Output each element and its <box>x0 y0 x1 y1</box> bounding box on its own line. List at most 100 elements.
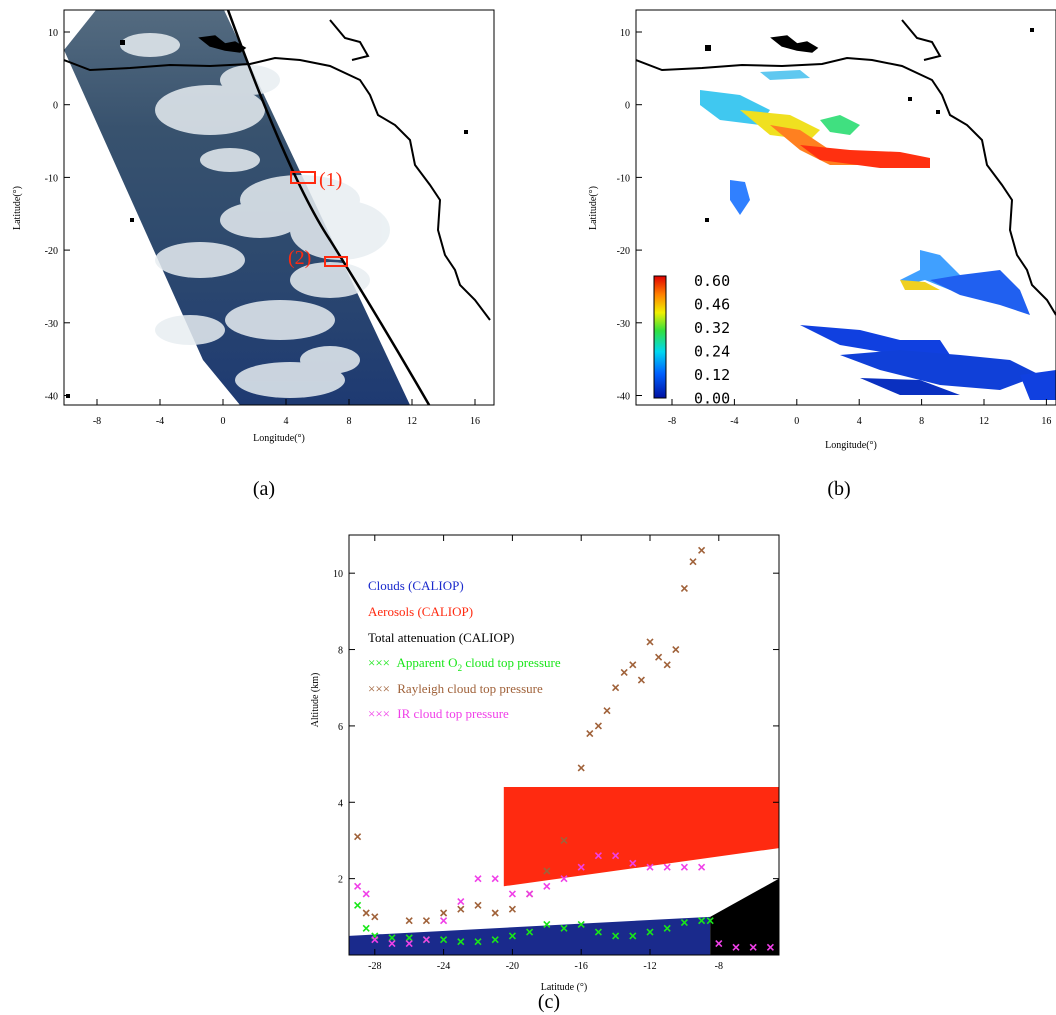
point-ir-cloud-top-pressure <box>698 863 706 871</box>
point-rayleigh-cloud-top-pressure <box>655 653 663 661</box>
panel-b-xtick-label: 16 <box>1041 416 1051 427</box>
legend-clouds: Clouds (CALIOP) <box>368 578 464 593</box>
colorbar-label: 0.60 <box>694 272 730 290</box>
point-ir-cloud-top-pressure <box>491 875 499 883</box>
panel-a-xtick-label: -8 <box>93 416 101 427</box>
point-rayleigh-cloud-top-pressure <box>646 638 654 646</box>
layer-clouds-caliop <box>349 916 711 955</box>
legend-o2-subscript: 2 <box>458 663 463 673</box>
point-rayleigh-cloud-top-pressure <box>560 836 568 845</box>
point-rayleigh-cloud-top-pressure <box>698 546 706 554</box>
point-apparent-o2-cloud-top-pressure <box>629 932 637 940</box>
panel-a-ytick-label: -30 <box>45 319 58 330</box>
legend-rayleigh: ××× Rayleigh cloud top pressure <box>368 681 543 696</box>
legend-aerosols: Aerosols (CALIOP) <box>368 604 473 619</box>
panel-c-ytick-label: 6 <box>338 722 343 733</box>
point-rayleigh-cloud-top-pressure <box>474 901 482 909</box>
panel-b-xtick-label: 0 <box>794 416 799 427</box>
point-ir-cloud-top-pressure <box>732 943 740 951</box>
point-ir-cloud-top-pressure <box>422 936 430 944</box>
point-rayleigh-cloud-top-pressure <box>689 558 697 566</box>
point-apparent-o2-cloud-top-pressure <box>491 936 499 944</box>
panel-a-ylabel: Latitude(°) <box>12 186 23 230</box>
point-ir-cloud-top-pressure <box>560 875 568 883</box>
panel-a-xtick-label: 0 <box>221 416 226 427</box>
legend-ir-marker: ××× <box>368 706 390 721</box>
panel-b-xtick-label: 12 <box>979 416 989 427</box>
point-apparent-o2-cloud-top-pressure <box>663 924 671 932</box>
panel-c-ytick-label: 4 <box>338 798 343 809</box>
point-rayleigh-cloud-top-pressure <box>362 909 370 917</box>
point-rayleigh-cloud-top-pressure <box>491 909 499 917</box>
point-rayleigh-cloud-top-pressure <box>543 867 551 875</box>
point-rayleigh-cloud-top-pressure <box>422 917 430 925</box>
panel-c-xlabel: Latitude (°) <box>541 982 587 993</box>
point-rayleigh-cloud-top-pressure <box>672 645 680 654</box>
point-rayleigh-cloud-top-pressure <box>620 668 628 677</box>
point-ir-cloud-top-pressure <box>440 917 448 925</box>
panel-a-ytick-label: 10 <box>48 28 58 39</box>
point-ir-cloud-top-pressure <box>371 936 379 944</box>
colorbar-label: 0.46 <box>694 296 730 314</box>
panel-b-ytick-label: 0 <box>625 101 630 112</box>
panel-a-caption: (a) <box>253 478 275 500</box>
panel-a-xtick-label: -4 <box>156 416 164 427</box>
panel-b-xtick-label: -4 <box>730 416 738 427</box>
point-ir-cloud-top-pressure <box>612 852 620 860</box>
point-rayleigh-cloud-top-pressure <box>594 722 602 730</box>
point-apparent-o2-cloud-top-pressure <box>388 934 396 942</box>
colorbar-label: 0.32 <box>694 319 730 337</box>
panel-c-xtick-label: -28 <box>368 961 381 972</box>
point-rayleigh-cloud-top-pressure <box>680 584 688 593</box>
colorbar <box>653 275 667 399</box>
point-ir-cloud-top-pressure <box>405 939 413 948</box>
panel-b-ytick-label: 10 <box>620 28 630 39</box>
panel-c: -28 -24 -20 -16 -12 -8 10 8 6 4 2 Clouds (CALIOP) … <box>310 534 780 1013</box>
legend-ir: ××× IR cloud top pressure <box>368 706 509 721</box>
panel-b-ytick-label: -30 <box>617 319 630 330</box>
panel-c-ytick-label: 10 <box>333 569 343 580</box>
coastline <box>636 56 1056 316</box>
panel-a-ytick-label: -20 <box>45 246 58 257</box>
point-ir-cloud-top-pressure <box>749 943 757 951</box>
panel-a-xlabel: Longitude(°) <box>253 433 305 444</box>
panel-b-frame <box>635 9 1056 406</box>
panel-c-ylabel: Altitude (km) <box>310 673 321 728</box>
point-rayleigh-cloud-top-pressure <box>663 661 671 669</box>
panel-c-xtick-label: -24 <box>437 961 450 972</box>
point-rayleigh-cloud-top-pressure <box>440 909 448 917</box>
panel-c-xtick-label: -12 <box>643 961 656 972</box>
region-box-1 <box>290 171 316 184</box>
panel-c-xtick-label: -8 <box>715 961 723 972</box>
layer-total-attenuation-caliop <box>710 878 779 955</box>
region-box-1-label: (1) <box>319 169 342 191</box>
point-ir-cloud-top-pressure <box>362 890 370 898</box>
panel-b-xtick-label: 8 <box>919 416 924 427</box>
point-apparent-o2-cloud-top-pressure <box>646 928 654 936</box>
point-apparent-o2-cloud-top-pressure <box>680 918 688 927</box>
coastline <box>64 56 491 321</box>
panel-b-xtick-label: 4 <box>857 416 862 427</box>
point-ir-cloud-top-pressure <box>577 863 585 871</box>
point-rayleigh-cloud-top-pressure <box>629 661 637 669</box>
panel-a-ytick-label: -10 <box>45 173 58 184</box>
coastline-north <box>198 35 247 53</box>
point-rayleigh-cloud-top-pressure <box>586 729 594 738</box>
point-apparent-o2-cloud-top-pressure <box>706 917 714 925</box>
legend-o2: ××× Apparent O2 cloud top pressure <box>368 655 561 673</box>
point-ir-cloud-top-pressure <box>715 939 723 948</box>
retrieval-field <box>700 70 1056 400</box>
layer-aerosols-caliop <box>503 787 779 887</box>
point-apparent-o2-cloud-top-pressure <box>543 920 551 929</box>
point-rayleigh-cloud-top-pressure <box>405 917 413 925</box>
panel-a-xtick-label: 12 <box>407 416 417 427</box>
point-apparent-o2-cloud-top-pressure <box>577 920 585 929</box>
colorbar-label: 0.24 <box>694 343 730 361</box>
colorbar-label: 0.12 <box>694 366 730 384</box>
legend-attenuation: Total attenuation (CALIOP) <box>368 630 514 645</box>
point-apparent-o2-cloud-top-pressure <box>508 932 516 940</box>
point-ir-cloud-top-pressure <box>663 863 671 871</box>
point-apparent-o2-cloud-top-pressure <box>526 928 534 936</box>
point-ir-cloud-top-pressure <box>457 897 465 906</box>
